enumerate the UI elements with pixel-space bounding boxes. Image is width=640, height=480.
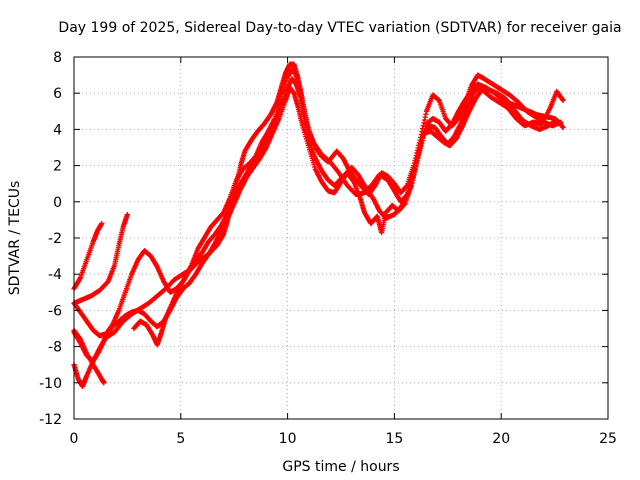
series-arc-7 xyxy=(131,67,564,348)
y-tick-label: -12 xyxy=(39,412,62,428)
y-tick-label: 4 xyxy=(53,122,62,138)
y-tick-label: 2 xyxy=(53,159,62,175)
data-point xyxy=(101,380,107,386)
y-tick-label: 8 xyxy=(53,50,62,66)
y-tick-labels: -12 -10 -8 -6 -4 -2 0 2 4 6 8 xyxy=(39,50,62,428)
x-tick-label: 5 xyxy=(176,431,185,447)
chart-title: Day 199 of 2025, Sidereal Day-to-day VTE… xyxy=(58,20,621,36)
y-tick-label: -10 xyxy=(39,376,62,392)
data-point xyxy=(99,220,105,227)
x-tick-label: 20 xyxy=(492,431,510,447)
axis-ticks xyxy=(73,56,609,420)
series-arc-4 xyxy=(71,61,564,390)
grid-lines xyxy=(74,57,608,419)
y-tick-label: -8 xyxy=(48,340,62,356)
x-axis-label: GPS time / hours xyxy=(282,459,399,475)
series-arc-2 xyxy=(71,211,130,306)
x-tick-label: 0 xyxy=(70,431,79,447)
series-arc-1 xyxy=(71,220,105,292)
y-axis-label: SDTVAR / TECUs xyxy=(7,181,23,296)
series-arc-6 xyxy=(71,85,566,364)
data-marks xyxy=(71,61,566,390)
y-tick-label: 0 xyxy=(53,195,62,211)
x-tick-label: 10 xyxy=(279,431,297,447)
y-tick-label: -4 xyxy=(48,267,62,283)
series-arc-5 xyxy=(71,76,566,339)
y-tick-label: -2 xyxy=(48,231,62,247)
x-tick-label: 15 xyxy=(385,431,403,447)
x-tick-labels: 0 5 10 15 20 25 xyxy=(70,431,617,447)
y-tick-label: 6 xyxy=(53,86,62,102)
data-point xyxy=(558,119,564,125)
y-tick-label: -6 xyxy=(48,303,62,319)
data-point xyxy=(560,97,566,104)
data-point xyxy=(124,211,130,218)
data-point xyxy=(560,124,566,131)
x-tick-label: 25 xyxy=(599,431,617,447)
